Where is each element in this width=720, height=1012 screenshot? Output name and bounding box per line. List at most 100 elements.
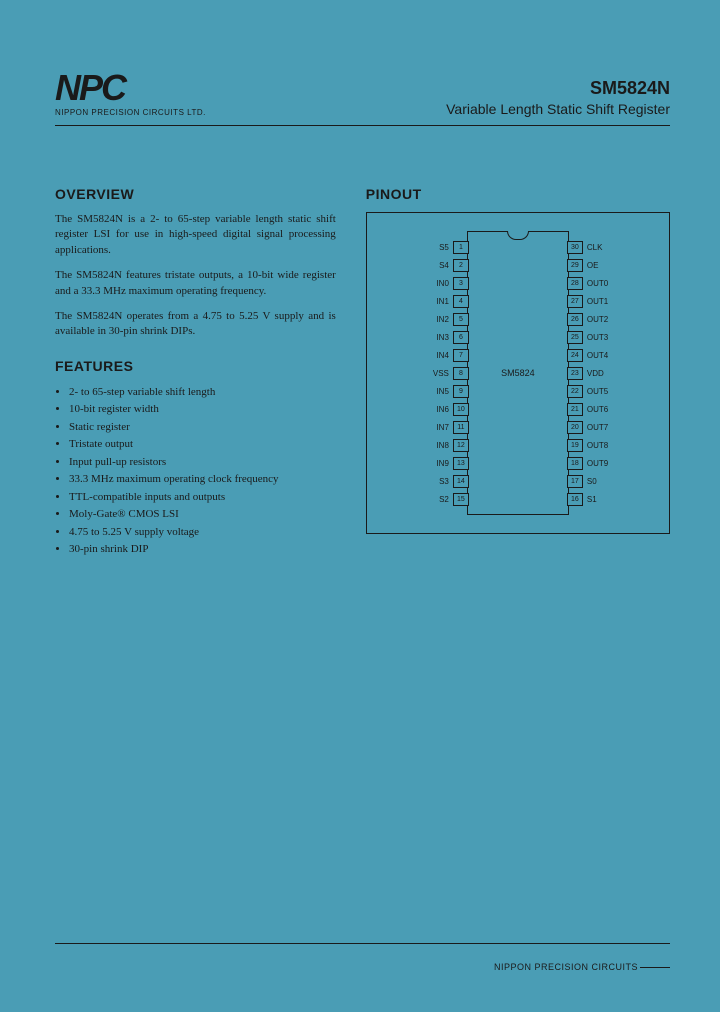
pin-number: 19 — [567, 439, 583, 452]
pin-left: IN913 — [392, 457, 468, 470]
pin-label: S5 — [425, 243, 449, 252]
pin-label: S0 — [587, 477, 611, 486]
pin-left: IN47 — [392, 349, 468, 362]
pin-left: S215 — [392, 493, 468, 506]
pinout-heading: PINOUT — [366, 186, 670, 202]
pin-row: IN4724OUT4 — [468, 346, 568, 364]
pin-label: IN1 — [425, 297, 449, 306]
pin-label: OUT2 — [587, 315, 611, 324]
pin-number: 28 — [567, 277, 583, 290]
pin-number: 13 — [453, 457, 469, 470]
pin-right: 28OUT0 — [568, 277, 644, 290]
pin-right: 18 OUT9 — [568, 457, 644, 470]
pin-number: 16 — [567, 493, 583, 506]
pin-right: 25OUT3 — [568, 331, 644, 344]
pin-label: S1 — [587, 495, 611, 504]
features-list: 2- to 65-step variable shift length 10-b… — [55, 384, 336, 558]
pin-right: 23VDD — [568, 367, 644, 380]
overview-p3: The SM5824N operates from a 4.75 to 5.25… — [55, 309, 336, 340]
pin-number: 10 — [453, 403, 469, 416]
pin-row: IN5922OUT5 — [468, 382, 568, 400]
pin-label: S4 — [425, 261, 449, 270]
footer: NIPPON PRECISION CIRCUITS — [494, 962, 670, 972]
pin-row: S4229OE — [468, 256, 568, 274]
pin-right: 17 S0 — [568, 475, 644, 488]
footer-rule — [55, 943, 670, 944]
overview-p1: The SM5824N is a 2- to 65-step variable … — [55, 212, 336, 258]
pin-right: 27OUT1 — [568, 295, 644, 308]
pin-row: IN81219OUT8 — [468, 436, 568, 454]
pin-label: CLK — [587, 243, 611, 252]
right-column: PINOUT SM5824 S5130CLKS4229OEIN0328OUT0I… — [366, 186, 670, 559]
pin-row: IN3625OUT3 — [468, 328, 568, 346]
pin-label: IN0 — [425, 279, 449, 288]
pin-number: 23 — [567, 367, 583, 380]
pin-row: S5130CLK — [468, 238, 568, 256]
pin-left: IN1 4 — [392, 295, 468, 308]
feature-item: Tristate output — [69, 436, 336, 453]
pin-left: VSS8 — [392, 367, 468, 380]
overview-p2: The SM5824N features tristate outputs, a… — [55, 268, 336, 299]
pin-number: 5 — [453, 313, 469, 326]
pin-label: OUT4 — [587, 351, 611, 360]
feature-item: TTL-compatible inputs and outputs — [69, 489, 336, 506]
pin-label: OUT1 — [587, 297, 611, 306]
pin-label: OE — [587, 261, 611, 270]
pin-label: IN6 — [425, 405, 449, 414]
pin-number: 4 — [453, 295, 469, 308]
pin-number: 17 — [567, 475, 583, 488]
pinout-diagram: SM5824 S5130CLKS4229OEIN0328OUT0IN1427OU… — [366, 212, 670, 534]
feature-item: Input pull-up resistors — [69, 454, 336, 471]
pin-right: 24 OUT4 — [568, 349, 644, 362]
pin-left: IN2 5 — [392, 313, 468, 326]
feature-item: 33.3 MHz maximum operating clock frequen… — [69, 471, 336, 488]
pin-number: 18 — [567, 457, 583, 470]
chip-body: SM5824 S5130CLKS4229OEIN0328OUT0IN1427OU… — [467, 231, 569, 515]
pin-label: IN3 — [425, 333, 449, 342]
pin-right: 29 OE — [568, 259, 644, 272]
pin-number: 9 — [453, 385, 469, 398]
pin-row: S31417S0 — [468, 472, 568, 490]
title-block: SM5824N Variable Length Static Shift Reg… — [446, 78, 670, 117]
footer-text: NIPPON PRECISION CIRCUITS — [494, 962, 638, 972]
pin-label: IN2 — [425, 315, 449, 324]
page: NPC NIPPON PRECISION CIRCUITS LTD. SM582… — [0, 0, 720, 1012]
pin-right: 26OUT2 — [568, 313, 644, 326]
pin-label: OUT9 — [587, 459, 611, 468]
pin-number: 15 — [453, 493, 469, 506]
pin-row: IN61021OUT6 — [468, 400, 568, 418]
pin-rows: S5130CLKS4229OEIN0328OUT0IN1427OUT1IN252… — [468, 238, 568, 508]
feature-item: 2- to 65-step variable shift length — [69, 384, 336, 401]
overview-heading: OVERVIEW — [55, 186, 336, 202]
pin-label: OUT7 — [587, 423, 611, 432]
pin-number: 29 — [567, 259, 583, 272]
pin-left: IN59 — [392, 385, 468, 398]
pin-label: OUT6 — [587, 405, 611, 414]
pin-left: IN3 6 — [392, 331, 468, 344]
pin-label: VSS — [425, 369, 449, 378]
pin-number: 25 — [567, 331, 583, 344]
pin-number: 22 — [567, 385, 583, 398]
feature-item: Static register — [69, 419, 336, 436]
logo-text: NPC — [55, 70, 206, 106]
pin-number: 30 — [567, 241, 583, 254]
pin-right: 19OUT8 — [568, 439, 644, 452]
header: NPC NIPPON PRECISION CIRCUITS LTD. SM582… — [55, 70, 670, 117]
pin-number: 21 — [567, 403, 583, 416]
chip: SM5824 S5130CLKS4229OEIN0328OUT0IN1427OU… — [393, 231, 643, 515]
pin-number: 24 — [567, 349, 583, 362]
feature-item: 4.75 to 5.25 V supply voltage — [69, 524, 336, 541]
pin-right: 20 OUT7 — [568, 421, 644, 434]
pin-number: 20 — [567, 421, 583, 434]
pin-number: 6 — [453, 331, 469, 344]
feature-item: 30-pin shrink DIP — [69, 541, 336, 558]
pin-right: 30 CLK — [568, 241, 644, 254]
pin-number: 12 — [453, 439, 469, 452]
pin-left: S314 — [392, 475, 468, 488]
pin-right: 22OUT5 — [568, 385, 644, 398]
footer-line — [640, 967, 670, 968]
part-description: Variable Length Static Shift Register — [446, 101, 670, 117]
header-rule — [55, 125, 670, 126]
feature-item: 10-bit register width — [69, 401, 336, 418]
pin-row: IN91318OUT9 — [468, 454, 568, 472]
